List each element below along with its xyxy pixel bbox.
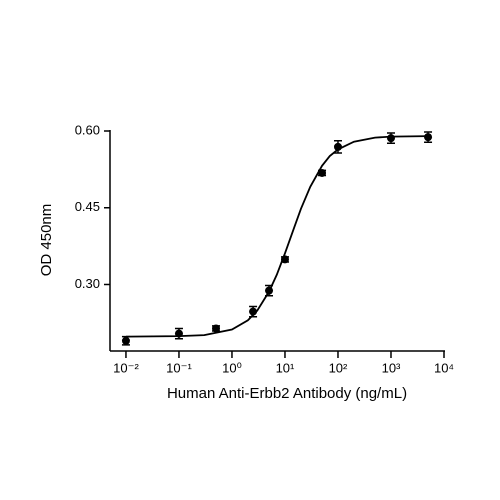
x-tick-label: 10⁴	[434, 360, 454, 375]
data-point	[212, 324, 221, 333]
data-point	[424, 133, 433, 142]
fit-curve	[125, 135, 429, 338]
data-point	[386, 134, 395, 143]
data-point	[333, 142, 342, 151]
data-point	[265, 286, 274, 295]
data-point	[174, 329, 183, 338]
data-point	[121, 336, 130, 345]
x-tick-label: 10⁻²	[113, 360, 139, 375]
y-tick-label: 0.30	[75, 276, 100, 291]
y-tick-label: 0.45	[75, 199, 100, 214]
y-tick-label: 0.60	[75, 122, 100, 137]
data-point	[280, 255, 289, 264]
x-tick-label: 10²	[329, 360, 348, 375]
data-point	[318, 168, 327, 177]
x-tick-label: 10¹	[276, 360, 295, 375]
x-tick-label: 10⁻¹	[166, 360, 192, 375]
x-tick-label: 10⁰	[222, 360, 242, 375]
x-axis-title: Human Anti-Erbb2 Antibody (ng/mL)	[167, 385, 407, 402]
y-axis-title: OD 450nm	[38, 204, 55, 277]
x-tick-label: 10³	[382, 360, 401, 375]
data-point	[249, 307, 258, 316]
